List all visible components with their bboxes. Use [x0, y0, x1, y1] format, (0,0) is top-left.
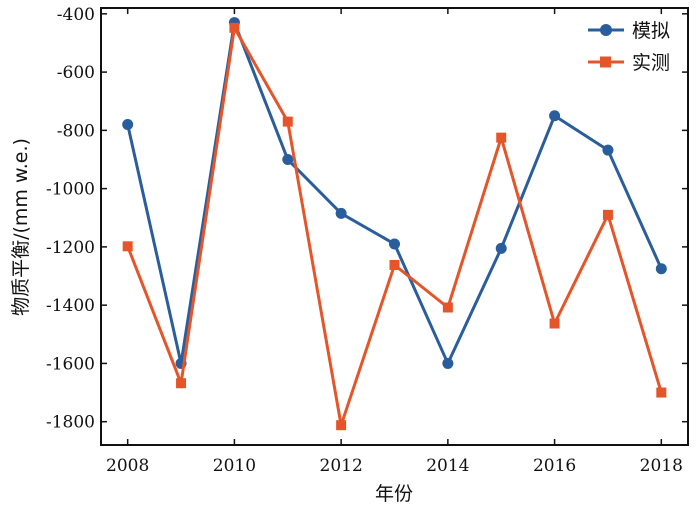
series-0	[122, 16, 667, 369]
data-point	[389, 259, 400, 270]
data-point	[282, 153, 294, 165]
data-point	[176, 378, 187, 389]
series-layer	[122, 16, 667, 431]
y-tick-label: -1400	[46, 296, 95, 316]
data-point	[229, 22, 240, 33]
x-tick-label: 2018	[640, 456, 683, 476]
data-point	[442, 357, 454, 369]
legend-marker	[600, 56, 611, 68]
data-point	[336, 420, 347, 431]
data-point	[495, 242, 507, 254]
y-tick-label: -400	[57, 5, 95, 25]
data-point	[602, 144, 614, 156]
data-point	[389, 238, 400, 250]
data-point	[549, 110, 561, 122]
y-tick-label: -1800	[46, 413, 95, 433]
data-point	[335, 207, 347, 219]
data-point	[496, 132, 507, 143]
data-point	[656, 387, 667, 398]
series-line	[126, 16, 663, 368]
data-point	[549, 318, 560, 329]
data-point	[282, 116, 293, 127]
data-point	[655, 263, 667, 275]
legend-label: 实测	[632, 52, 670, 74]
series-line	[126, 23, 663, 426]
x-axis-ticks: 2008 2010 2012 2014 2016 2018	[106, 8, 683, 476]
x-tick-label: 2010	[213, 456, 256, 476]
data-point	[122, 241, 133, 252]
plot-frame	[100, 7, 689, 446]
x-axis-title: 年份	[375, 483, 413, 505]
legend-marker	[600, 24, 612, 36]
y-axis-ticks: -400 -600 -800 -1000 -1200 -1400 -1600 -1800	[46, 5, 688, 433]
y-tick-label: -600	[57, 63, 95, 83]
legend-item: 模拟	[588, 20, 670, 42]
data-point	[442, 302, 453, 313]
x-tick-label: 2014	[426, 456, 469, 476]
x-tick-label: 2012	[320, 456, 363, 476]
legend-label: 模拟	[632, 20, 670, 42]
series-1	[122, 22, 667, 431]
y-tick-label: -1600	[46, 354, 95, 374]
x-tick-label: 2016	[533, 456, 576, 476]
data-point	[602, 209, 613, 220]
legend-item: 实测	[588, 52, 670, 74]
data-point	[122, 119, 134, 131]
y-tick-label: -1000	[46, 180, 95, 200]
x-tick-label: 2008	[106, 456, 149, 476]
y-axis-title: 物质平衡/(mm w.e.)	[10, 138, 32, 316]
y-tick-label: -800	[57, 121, 95, 141]
y-tick-label: -1200	[46, 238, 95, 258]
